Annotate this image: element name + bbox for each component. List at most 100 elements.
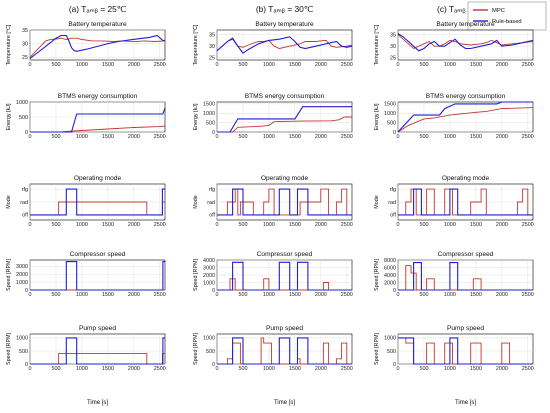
x-tick-label: 2500 xyxy=(522,292,534,298)
y-tick-label: 1500 xyxy=(203,102,215,108)
y-tick-label: 2000 xyxy=(203,273,215,279)
x-tick-label: 2000 xyxy=(496,222,508,228)
y-tick-label: 1000 xyxy=(16,336,28,342)
x-axis-label: Time [s] xyxy=(87,400,108,406)
x-tick-label: 0 xyxy=(29,134,32,140)
x-tick-label: 0 xyxy=(29,62,32,68)
x-tick-label: 1500 xyxy=(102,366,114,372)
x-tick-label: 500 xyxy=(51,222,60,228)
x-tick-label: 500 xyxy=(238,62,247,68)
x-tick-label: 1000 xyxy=(76,366,88,372)
y-tick-label: 25 xyxy=(209,55,215,61)
x-tick-label: 500 xyxy=(51,62,60,68)
panel-2-2: Operating mode 0 500 1000 1500 2000 2500 off rad… xyxy=(374,175,534,228)
panel-title: Operating mode xyxy=(442,175,490,182)
x-tick-label: 1500 xyxy=(470,366,482,372)
x-tick-label: 0 xyxy=(397,62,400,68)
series-line-rule-based xyxy=(29,34,166,60)
x-tick-label: 2000 xyxy=(315,222,327,228)
y-tick-label: 1000 xyxy=(16,100,28,106)
panel-2-1: Operating mode 0 500 1000 1500 2000 2500 off rad… xyxy=(193,175,353,228)
y-axis-label: Speed [RPM] xyxy=(193,258,199,291)
x-tick-label: 1000 xyxy=(263,62,275,68)
y-tick-label: 1000 xyxy=(203,280,215,286)
x-tick-label: 2000 xyxy=(128,292,140,298)
panel-title: Pump speed xyxy=(266,325,303,332)
x-tick-label: 2000 xyxy=(128,62,140,68)
y-tick-label: 25 xyxy=(390,55,396,61)
y-axis-label: Temperature [°C] xyxy=(6,24,12,65)
y-tick-label: 1500 xyxy=(384,102,396,108)
series-line-rule-based xyxy=(30,337,165,365)
x-tick-label: 500 xyxy=(238,292,247,298)
y-tick-label: 0 xyxy=(212,130,215,136)
x-tick-label: 0 xyxy=(397,222,400,228)
x-tick-label: 1500 xyxy=(289,62,301,68)
y-tick-label: 35 xyxy=(22,28,28,34)
y-tick-label: 3000 xyxy=(16,264,28,270)
series-line-mpc xyxy=(398,265,533,291)
y-tick-label: 0 xyxy=(393,130,396,136)
plot-frame xyxy=(29,29,166,61)
x-tick-label: 500 xyxy=(419,292,428,298)
series-line-rule-based xyxy=(217,106,352,133)
y-axis-label: Speed [RPM] xyxy=(6,258,12,291)
panel-title: Operating mode xyxy=(261,175,309,182)
x-tick-label: 1000 xyxy=(76,222,88,228)
panel-title: Battery temperature xyxy=(68,21,127,28)
x-tick-label: 1500 xyxy=(470,292,482,298)
series-line-rule-based xyxy=(30,188,165,216)
y-tick-label: rad xyxy=(20,200,28,206)
legend-label: Rule-based xyxy=(492,19,522,25)
x-tick-label: 2500 xyxy=(522,134,534,140)
panel-title: Battery temperature xyxy=(255,21,314,28)
y-tick-label: 1000 xyxy=(384,336,396,342)
panel-4-2: Pump speed 0 500 1000 1500 2000 2500 0 500 1000 Sp… xyxy=(374,325,534,372)
y-tick-label: 0 xyxy=(212,288,215,294)
series-line-rule-based xyxy=(398,188,533,216)
panel-title: Operating mode xyxy=(74,175,122,182)
y-tick-label: 2000 xyxy=(384,280,396,286)
x-tick-label: 2500 xyxy=(154,292,166,298)
y-tick-label: 30 xyxy=(209,44,215,50)
x-tick-label: 0 xyxy=(397,134,400,140)
x-tick-label: 0 xyxy=(216,366,219,372)
panel-0-0: Battery temperature 0 500 1000 1500 2000 2500 2… xyxy=(6,21,166,68)
y-tick-label: rad xyxy=(207,200,215,206)
panel-title: BTMS energy consumption xyxy=(58,93,138,100)
x-tick-label: 1500 xyxy=(289,292,301,298)
y-axis-label: Temperature [°C] xyxy=(374,24,380,65)
x-tick-label: 500 xyxy=(238,134,247,140)
x-axis-label: Time [s] xyxy=(274,400,295,406)
x-tick-label: 2500 xyxy=(341,134,353,140)
y-tick-label: 25 xyxy=(22,55,28,61)
x-tick-label: 500 xyxy=(419,222,428,228)
panel-title: BTMS energy consumption xyxy=(426,93,506,100)
y-axis-label: Speed [RPM] xyxy=(193,332,199,365)
legend-label: MPC xyxy=(492,8,505,14)
panel-0-1: Battery temperature 0 500 1000 1500 2000 2500 2… xyxy=(193,21,353,68)
series-line-rule-based xyxy=(217,261,352,291)
x-tick-label: 500 xyxy=(419,366,428,372)
x-tick-label: 1000 xyxy=(444,222,456,228)
x-tick-label: 1000 xyxy=(444,366,456,372)
x-tick-label: 2500 xyxy=(522,366,534,372)
plot-frame xyxy=(29,333,166,365)
x-tick-label: 1000 xyxy=(444,134,456,140)
x-tick-label: 500 xyxy=(419,62,428,68)
series-line-rule-based xyxy=(30,107,166,133)
panel-1-0: BTMS energy consumption 0 500 1000 1500 2000 2… xyxy=(6,93,166,140)
y-tick-label: 1000 xyxy=(16,280,28,286)
panel-title: BTMS energy consumption xyxy=(245,93,325,100)
y-axis-label: Temperature [°C] xyxy=(193,24,199,65)
x-tick-label: 1000 xyxy=(263,222,275,228)
y-axis-label: Speed [RPM] xyxy=(374,332,380,365)
x-tick-label: 2000 xyxy=(128,134,140,140)
x-tick-label: 1000 xyxy=(263,292,275,298)
x-tick-label: 0 xyxy=(397,292,400,298)
